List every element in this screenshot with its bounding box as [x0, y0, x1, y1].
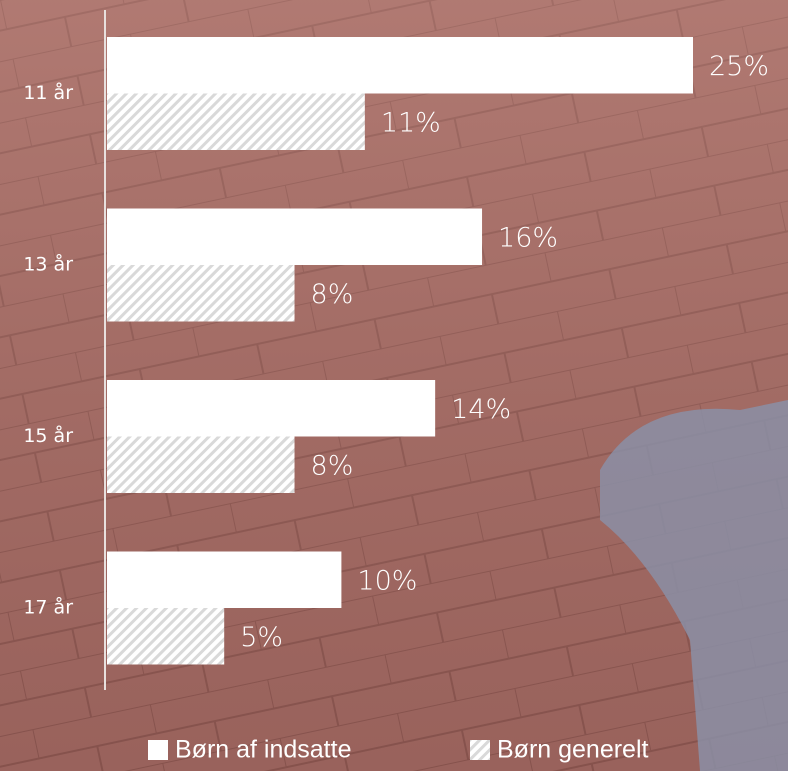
data-label: 14%	[451, 394, 511, 425]
page: 11 år 25% 11% 13 år 16% 8% 15 år 14% 8% 17 år 10% 5…	[0, 0, 788, 771]
bar	[107, 265, 295, 322]
chart: 11 år 25% 11% 13 år 16% 8% 15 år 14% 8% 17 år 10% 5…	[0, 0, 788, 771]
legend-swatch	[470, 740, 490, 760]
legend-swatch	[148, 740, 168, 760]
legend-label: Børn af indsatte	[175, 736, 351, 764]
y-tick-label: 15 år	[23, 424, 73, 447]
data-label: 5%	[240, 622, 283, 653]
y-tick-label: 17 år	[23, 596, 73, 619]
bar	[107, 380, 435, 437]
bar	[107, 37, 693, 94]
y-tick-label: 11 år	[23, 81, 73, 104]
data-label: 11%	[381, 107, 441, 138]
bar	[107, 552, 341, 609]
data-label: 8%	[311, 279, 354, 310]
legend-label: Børn generelt	[497, 736, 649, 764]
data-label: 10%	[357, 565, 417, 596]
data-label: 25%	[709, 51, 769, 82]
data-label: 16%	[498, 222, 558, 253]
y-tick-label: 13 år	[23, 253, 73, 276]
bar	[107, 437, 295, 494]
data-label: 8%	[311, 450, 354, 481]
bar	[107, 209, 482, 266]
bar	[107, 94, 365, 151]
bar	[107, 608, 224, 665]
